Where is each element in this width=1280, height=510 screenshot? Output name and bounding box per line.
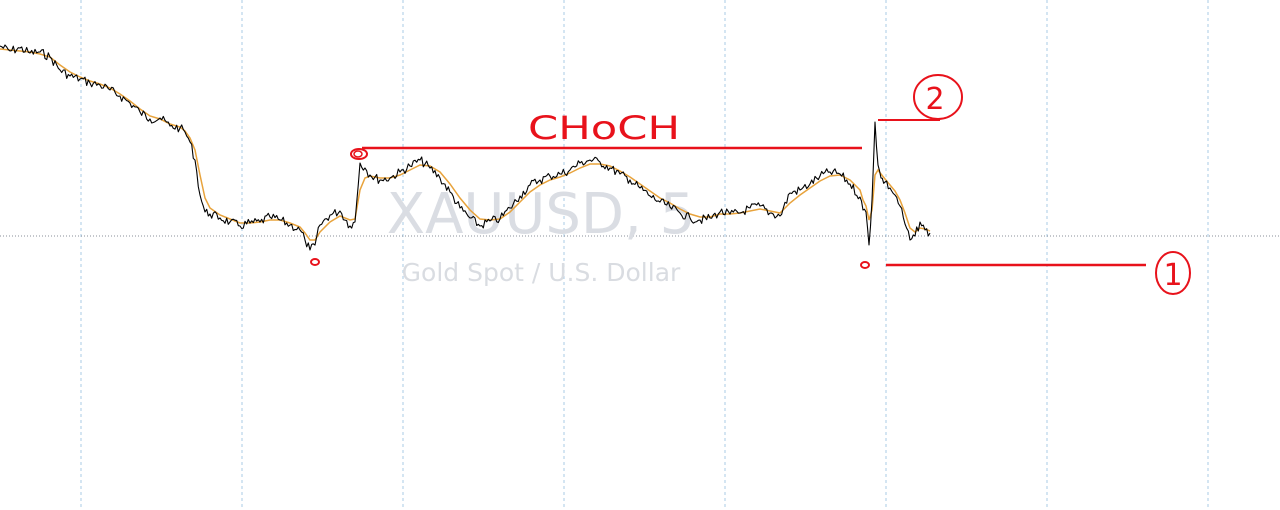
price-line	[0, 44, 931, 251]
watermark-description: Gold Spot / U.S. Dollar	[402, 258, 681, 287]
swing-high-marker-inner	[353, 150, 363, 158]
moving-average-line	[0, 48, 931, 241]
swing-low-marker	[310, 258, 320, 266]
low-marker	[860, 261, 870, 269]
label-2: 2	[925, 82, 944, 117]
watermark-symbol: XAUUSD, 5	[387, 182, 696, 247]
vertical-grid	[80, 0, 1209, 510]
circle-2	[913, 74, 963, 120]
choch-label: CHoCH	[528, 109, 680, 147]
swing-high-marker	[350, 148, 368, 160]
circle-1	[1155, 251, 1191, 295]
annotations: CHoCH 1 2	[310, 74, 1191, 295]
label-1: 1	[1163, 258, 1182, 293]
